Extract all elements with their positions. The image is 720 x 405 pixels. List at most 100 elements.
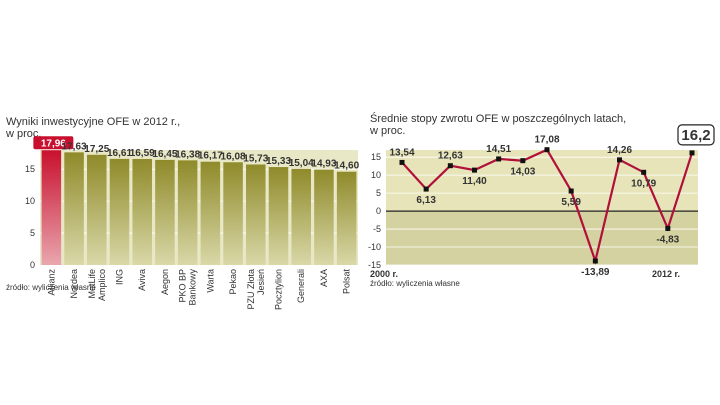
line-value-labels: 13,54 6,13 12,63 11,40 14,51 14,03 17,08 5,59 -1… xyxy=(389,124,715,278)
bar-category-text: MetLife xyxy=(87,269,97,299)
bar xyxy=(336,171,357,265)
bar-category-text: Nordea xyxy=(69,269,79,299)
bar xyxy=(132,159,152,265)
bar-category-text: PZU Złota xyxy=(246,269,256,310)
line-x-label-first: 2000 r. xyxy=(370,269,398,279)
bar-category-text: Pocztylion xyxy=(274,269,284,310)
line-marker xyxy=(617,157,622,163)
line-y-tick-label: -10 xyxy=(368,242,381,252)
line-chart-subtitle: w proc. xyxy=(369,125,405,137)
bar-category-label: PZU Złota Jesień xyxy=(246,269,266,310)
bar xyxy=(223,162,243,265)
line-marker xyxy=(447,163,453,169)
bar-value-label: 15,04 xyxy=(289,158,314,169)
bar-chart-title: Wyniki inwestycyjne OFE w 2012 r., xyxy=(6,116,180,128)
bar-value-label: 14,93 xyxy=(311,159,336,170)
line-marker xyxy=(689,150,695,156)
bar-value-label: 17,63 xyxy=(62,141,87,152)
line-positive-area xyxy=(386,150,698,212)
bar-category-label: MetLife Amplico xyxy=(87,269,107,301)
bar-category-text: PKO BP xyxy=(178,269,188,303)
bar-category-text: Bankowy xyxy=(188,269,198,306)
bar xyxy=(109,158,130,265)
bar-category-label: Pocztylion xyxy=(274,269,284,310)
bar xyxy=(41,150,62,265)
line-negative-area xyxy=(386,211,698,265)
bar-category-text: ING xyxy=(115,269,125,285)
line-value-label: 17,08 xyxy=(534,135,559,146)
bar-value-label: 16,45 xyxy=(152,149,177,160)
line-marker xyxy=(544,147,550,153)
bar-y-tick-label: 10 xyxy=(25,196,35,206)
line-value-label: 14,51 xyxy=(486,144,511,155)
line-marker xyxy=(399,159,405,165)
bar-value-label: 17,25 xyxy=(84,144,109,155)
bar-category-label: Aegon xyxy=(160,269,170,295)
bar-value-label: 16,59 xyxy=(130,148,155,159)
bar-category-text: Aviva xyxy=(137,269,147,291)
line-last-value-badge xyxy=(677,124,715,146)
bar-category-text: Jesień xyxy=(256,269,266,295)
line-value-label: 16,2 xyxy=(681,127,710,144)
line-value-label: -13,89 xyxy=(581,267,610,278)
line-y-tick-label: 15 xyxy=(371,152,381,162)
line-marker xyxy=(592,258,598,264)
bar xyxy=(64,152,84,265)
bar-value-label: 16,17 xyxy=(198,151,223,162)
bar-chart: Wyniki inwestycyjne OFE w 2012 r., w pro… xyxy=(5,116,360,310)
bar xyxy=(177,160,198,265)
bar-y-tick-label: 15 xyxy=(25,164,35,174)
bar-category-text: Allianz xyxy=(46,269,56,296)
line-value-label: -4,83 xyxy=(656,234,679,245)
bar-category-label: AXA xyxy=(319,269,329,287)
bar xyxy=(314,169,334,265)
line-value-label: 10,79 xyxy=(631,178,656,189)
bar-category-label: Allianz xyxy=(46,269,56,296)
bar-value-label: 16,38 xyxy=(175,149,200,160)
bar-category-label: Pekao xyxy=(228,269,238,295)
line-marker xyxy=(665,225,671,231)
bar-value-labels: 17,9617,6317,2516,6116,5916,4516,3816,17… xyxy=(33,136,360,172)
bar-category-label: Generali xyxy=(296,269,306,303)
line-value-label: 14,26 xyxy=(607,145,632,156)
bar-y-tick-label: 5 xyxy=(30,228,35,238)
bar xyxy=(268,167,289,265)
line-marker xyxy=(520,158,526,164)
line-marker xyxy=(641,169,647,175)
bar-value-badge xyxy=(33,136,74,150)
bar-category-label: Polsat xyxy=(342,269,352,295)
line-y-tick-label: -15 xyxy=(368,260,381,270)
line-chart-source: źródło: wyliczenia własne xyxy=(370,279,460,288)
line-value-label: 12,63 xyxy=(438,151,463,162)
bar-category-label: Aviva xyxy=(137,269,147,291)
bar xyxy=(291,168,311,265)
bar-category-text: Generali xyxy=(296,269,306,303)
bar xyxy=(246,164,266,265)
line-y-ticks: -15 -10 -5 0 5 10 15 xyxy=(368,152,381,270)
line-markers xyxy=(399,147,695,264)
bar-category-label: ING xyxy=(115,269,125,285)
bar-y-ticks: 0 5 10 15 xyxy=(25,164,35,270)
bar-category-label: Warta xyxy=(205,269,215,293)
bar-category-label: Nordea xyxy=(69,269,79,299)
bar-value-label: 15,33 xyxy=(266,156,291,167)
line-value-label: 13,54 xyxy=(389,147,414,158)
line-y-tick-label: 5 xyxy=(376,188,381,198)
line-value-label: 14,03 xyxy=(510,167,535,178)
bars xyxy=(41,150,357,265)
bar-category-labels: Allianz Nordea MetLife Amplico ING Aviva Aegon… xyxy=(46,269,351,311)
line-x-label-last: 2012 r. xyxy=(652,269,680,279)
bar xyxy=(87,154,107,265)
line-value-label: 5,59 xyxy=(561,197,581,208)
line-chart-title: Średnie stopy zwrotu OFE w poszczególnyc… xyxy=(370,112,626,125)
line-marker xyxy=(496,156,502,162)
line-value-label: 11,40 xyxy=(462,176,487,187)
bar-category-text: Polsat xyxy=(342,269,352,295)
bar-value-label: 17,96 xyxy=(41,138,66,149)
bar-category-text: Pekao xyxy=(228,269,238,295)
line-marker xyxy=(472,167,477,173)
bar xyxy=(200,161,221,265)
line-marker xyxy=(423,186,429,192)
line-value-label: 6,13 xyxy=(416,195,436,206)
